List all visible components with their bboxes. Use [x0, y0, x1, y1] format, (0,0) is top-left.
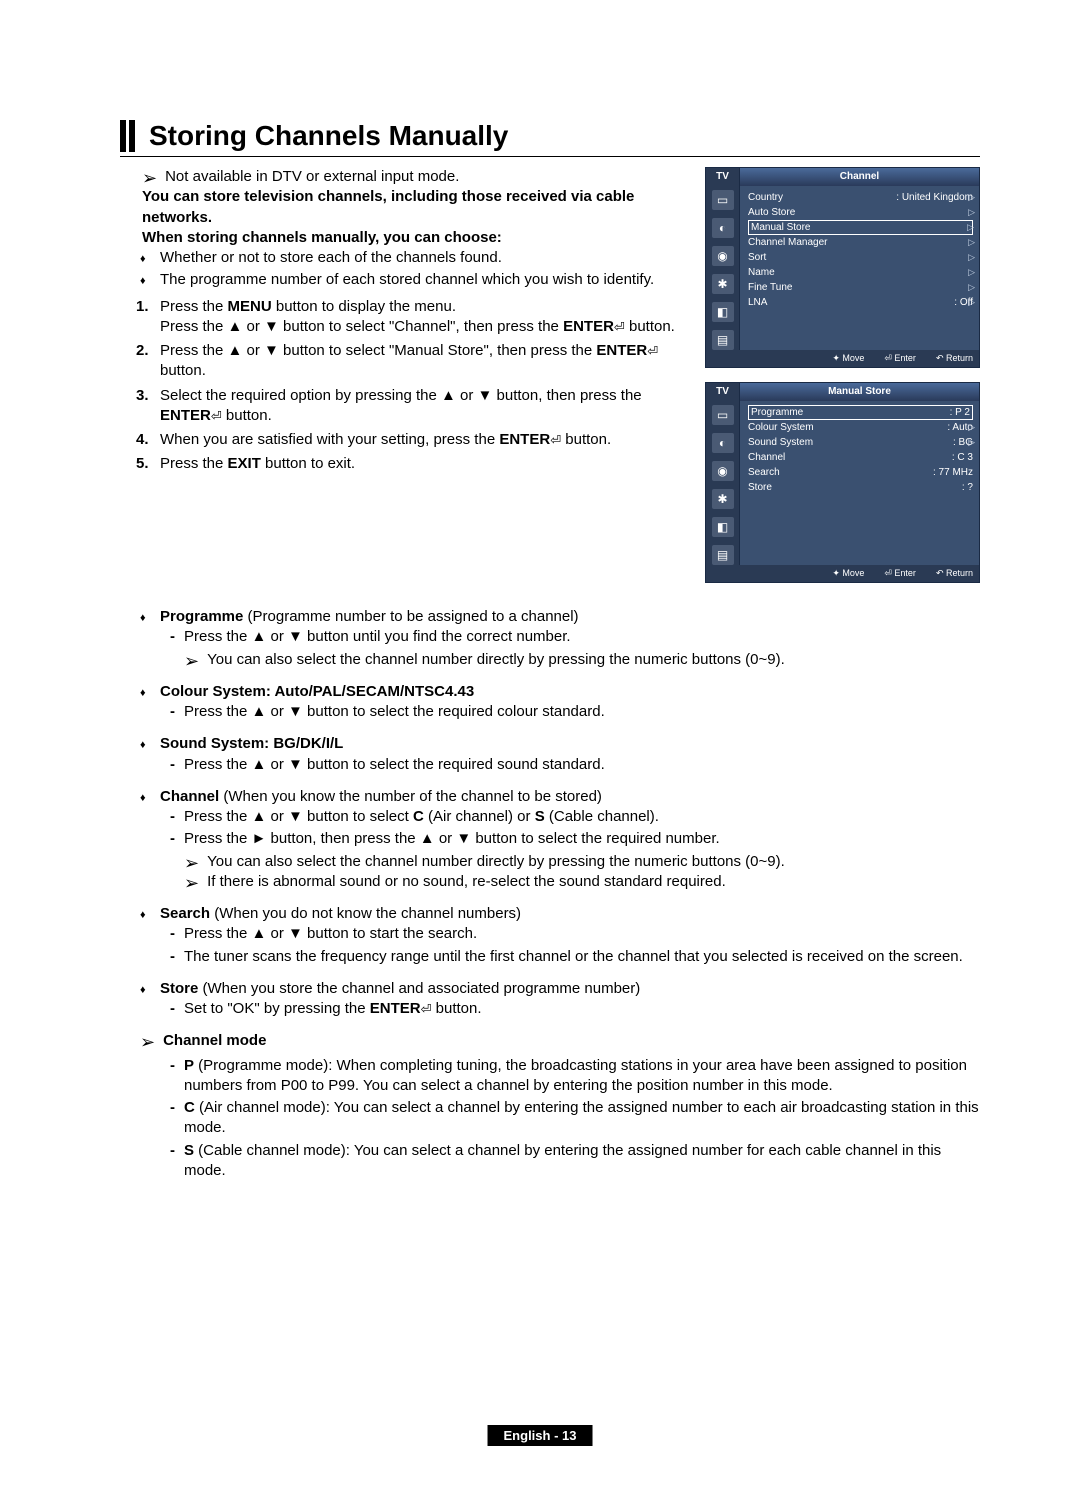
- note-arrow-icon: ➢: [142, 169, 157, 187]
- note-arrow-icon: ➢: [184, 854, 199, 872]
- tv-menu-item: Colour System: Auto▷: [748, 420, 973, 435]
- return-hint: ↶ Return: [936, 353, 973, 364]
- note-arrow-icon: ➢: [184, 652, 199, 670]
- tv-label: TV: [706, 383, 740, 401]
- tv-menu-item: Name▷: [748, 265, 973, 280]
- page-footer: English - 13: [488, 1425, 593, 1446]
- intro-bold-1: You can store television channels, inclu…: [120, 187, 689, 228]
- enter-hint: ⏎ Enter: [884, 568, 916, 579]
- steps-list: 1. Press the MENU button to display the …: [120, 297, 689, 475]
- tv-menu-item: LNA: Off▷: [748, 295, 973, 310]
- title-decoration: [120, 120, 135, 152]
- enter-icon: ⏎: [211, 408, 222, 423]
- tv-menu-title: Manual Store: [740, 383, 979, 401]
- setup-icon: ✱: [712, 274, 734, 294]
- colour-system-detail: Colour System: Auto/PAL/SECAM/NTSC4.43 P…: [160, 682, 980, 723]
- channel-icon: ◉: [712, 461, 734, 481]
- tv-menu-item: Store: ?: [748, 480, 973, 495]
- sound-icon: ◐: [712, 433, 734, 453]
- tv-menu-item: Channel Manager▷: [748, 235, 973, 250]
- mode-p: P (Programme mode): When completing tuni…: [184, 1056, 980, 1097]
- picture-icon: ▭: [712, 405, 734, 425]
- move-hint: ✦ Move: [832, 353, 864, 364]
- tv-menu-footer: ✦ Move ⏎ Enter ↶ Return: [706, 565, 979, 582]
- enter-icon: ⏎: [614, 319, 625, 334]
- move-hint: ✦ Move: [832, 568, 864, 579]
- main-text-column: ➢ Not available in DTV or external input…: [120, 167, 689, 597]
- sound-icon: ◐: [712, 218, 734, 238]
- input-icon: ◧: [712, 517, 734, 537]
- intro-note: Not available in DTV or external input m…: [165, 167, 459, 187]
- tv-menu-item: Fine Tune▷: [748, 280, 973, 295]
- tv-menu-footer: ✦ Move ⏎ Enter ↶ Return: [706, 350, 979, 367]
- enter-icon: ⏎: [421, 1001, 432, 1016]
- intro-bold-2: When storing channels manually, you can …: [120, 228, 689, 248]
- store-detail: Store (When you store the channel and as…: [160, 979, 980, 1020]
- note-arrow-icon: ➢: [184, 874, 199, 892]
- page-title-bar: Storing Channels Manually: [120, 120, 980, 157]
- tv-menu-title: Channel: [740, 168, 979, 186]
- picture-icon: ▭: [712, 190, 734, 210]
- channel-mode-header: ➢ Channel mode: [120, 1031, 980, 1051]
- tv-label: TV: [706, 168, 740, 186]
- tv-menu-item: Country: United Kingdom▷: [748, 190, 973, 205]
- tv-menu-item: Manual Store▷: [748, 220, 973, 235]
- screenshot-column: TV Channel ▭ ◐ ◉ ✱ ◧ ▤ Country: United K…: [705, 167, 980, 597]
- tv-menu-item: Programme: P 2: [748, 405, 973, 420]
- intro-bullet: The programme number of each stored chan…: [160, 270, 689, 290]
- tv-menu-item: Auto Store▷: [748, 205, 973, 220]
- dtv-icon: ▤: [712, 330, 734, 350]
- tv-menu-manual-store: TV Manual Store ▭ ◐ ◉ ✱ ◧ ▤ Programme: P…: [705, 382, 980, 583]
- search-detail: Search (When you do not know the channel…: [160, 904, 980, 967]
- details-section: Programme (Programme number to be assign…: [120, 607, 980, 1181]
- tv-menu-channel: TV Channel ▭ ◐ ◉ ✱ ◧ ▤ Country: United K…: [705, 167, 980, 368]
- sound-system-detail: Sound System: BG/DK/I/L Press the ▲ or ▼…: [160, 734, 980, 775]
- page-title: Storing Channels Manually: [149, 120, 508, 152]
- tv-menu-items: Programme: P 2Colour System: Auto▷Sound …: [740, 401, 979, 565]
- tv-menu-item: Sort▷: [748, 250, 973, 265]
- enter-icon: ⏎: [647, 343, 658, 358]
- dtv-icon: ▤: [712, 545, 734, 565]
- enter-icon: ⏎: [550, 432, 561, 447]
- mode-s: S (Cable channel mode): You can select a…: [184, 1141, 980, 1182]
- return-hint: ↶ Return: [936, 568, 973, 579]
- tv-menu-items: Country: United Kingdom▷Auto Store▷Manua…: [740, 186, 979, 350]
- enter-hint: ⏎ Enter: [884, 353, 916, 364]
- input-icon: ◧: [712, 302, 734, 322]
- tv-menu-item: Search: 77 MHz: [748, 465, 973, 480]
- setup-icon: ✱: [712, 489, 734, 509]
- tv-side-icons: ▭ ◐ ◉ ✱ ◧ ▤: [706, 401, 740, 565]
- intro-bullet-list: Whether or not to store each of the chan…: [120, 248, 689, 291]
- note-arrow-icon: ➢: [140, 1033, 155, 1051]
- tv-menu-item: Channel: C 3: [748, 450, 973, 465]
- tv-menu-item: Sound System: BG▷: [748, 435, 973, 450]
- mode-c: C (Air channel mode): You can select a c…: [184, 1098, 980, 1139]
- channel-icon: ◉: [712, 246, 734, 266]
- channel-detail: Channel (When you know the number of the…: [160, 787, 980, 892]
- programme-detail: Programme (Programme number to be assign…: [160, 607, 980, 670]
- intro-bullet: Whether or not to store each of the chan…: [160, 248, 689, 268]
- tv-side-icons: ▭ ◐ ◉ ✱ ◧ ▤: [706, 186, 740, 350]
